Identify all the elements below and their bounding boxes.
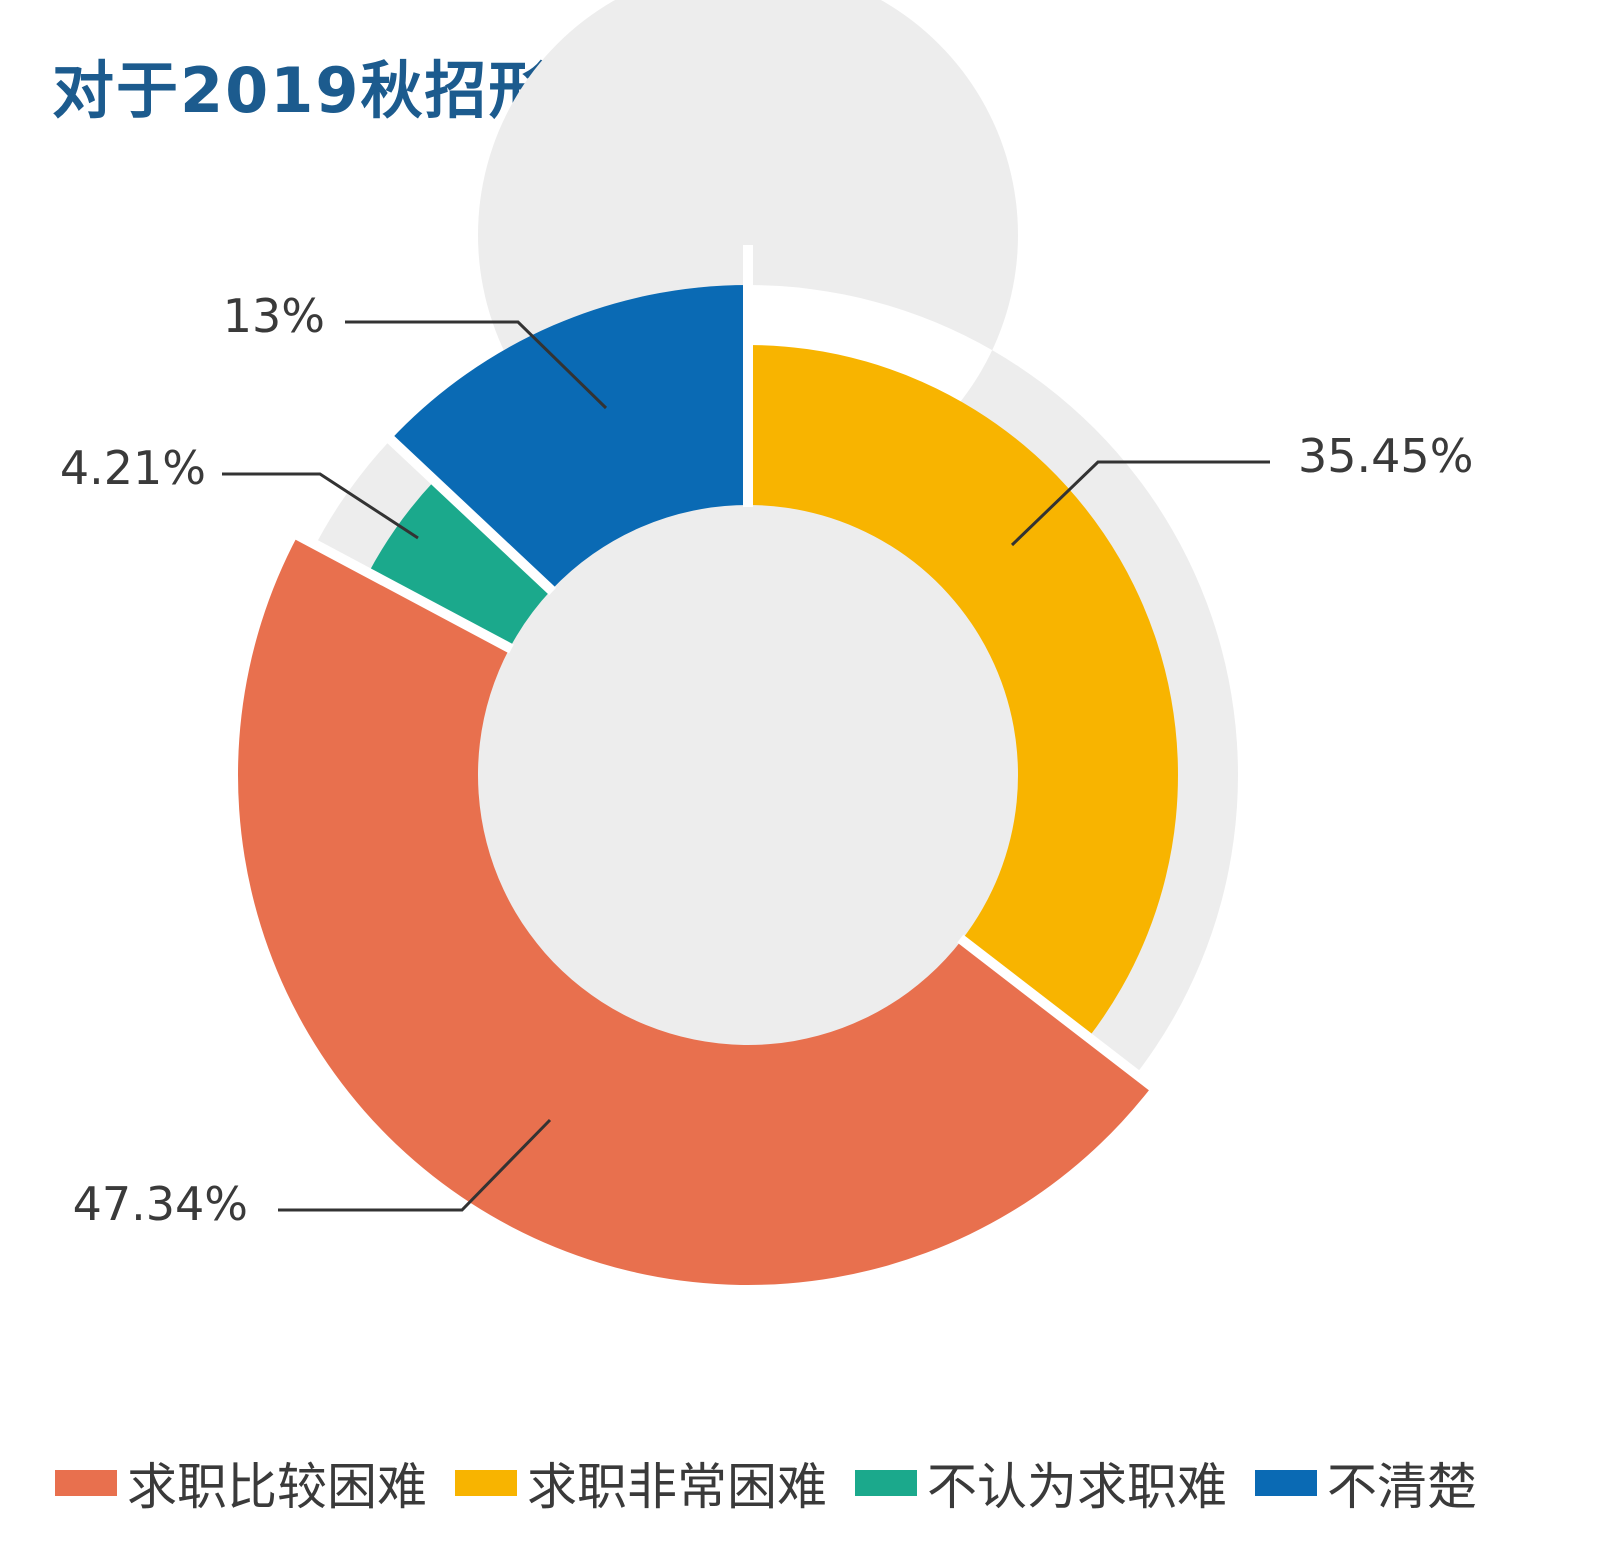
donut-chart: 35.45% 47.34% 4.21% 13% <box>60 0 1474 1286</box>
slice-2 <box>237 535 1152 1286</box>
leader-line-2 <box>278 1118 552 1212</box>
leader-line-3 <box>222 472 419 540</box>
legend-label: 不清楚 <box>1327 1458 1477 1516</box>
legend-swatch <box>455 1470 517 1496</box>
slices-layer <box>237 0 1238 1286</box>
legend: 求职比较困难 求职非常困难 不认为求职难 不清楚 <box>55 1448 1477 1518</box>
legend-item: 求职比较困难 <box>55 1447 427 1519</box>
legend-swatch <box>855 1470 917 1496</box>
value-label-3: 4.21% <box>60 441 206 495</box>
slice-separator-4 <box>358 408 557 596</box>
slice-1 <box>748 345 1178 1038</box>
slice-4 <box>390 285 748 591</box>
slice-separator-2 <box>957 934 1171 1103</box>
leader-lines-layer <box>222 320 1270 1212</box>
value-labels-layer: 35.45% 47.34% 4.21% 13% <box>60 289 1474 1231</box>
legend-label: 求职比较困难 <box>127 1458 427 1516</box>
slice-3 <box>368 480 552 649</box>
value-label-4: 13% <box>223 289 325 343</box>
slice-separator-3 <box>277 521 514 654</box>
legend-label: 求职非常困难 <box>527 1458 827 1516</box>
value-label-1: 35.45% <box>1298 429 1473 483</box>
value-label-2: 47.34% <box>73 1177 248 1231</box>
leader-line-4 <box>345 320 608 410</box>
leader-line-1 <box>1010 460 1270 547</box>
legend-item: 不清楚 <box>1255 1447 1477 1519</box>
legend-swatch <box>1255 1470 1317 1496</box>
legend-item: 不认为求职难 <box>855 1447 1227 1519</box>
legend-item: 求职非常困难 <box>455 1447 827 1519</box>
legend-label: 不认为求职难 <box>927 1458 1227 1516</box>
legend-swatch <box>55 1470 117 1496</box>
